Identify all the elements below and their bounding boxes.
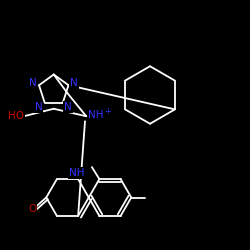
Text: NH: NH	[69, 168, 84, 178]
Text: NH: NH	[88, 110, 104, 120]
Text: N: N	[64, 102, 72, 112]
Text: N: N	[35, 102, 42, 112]
Text: N: N	[70, 78, 78, 88]
Text: +: +	[104, 107, 112, 116]
Text: O: O	[28, 204, 36, 214]
Text: N: N	[29, 78, 37, 88]
Text: HO: HO	[8, 111, 24, 121]
